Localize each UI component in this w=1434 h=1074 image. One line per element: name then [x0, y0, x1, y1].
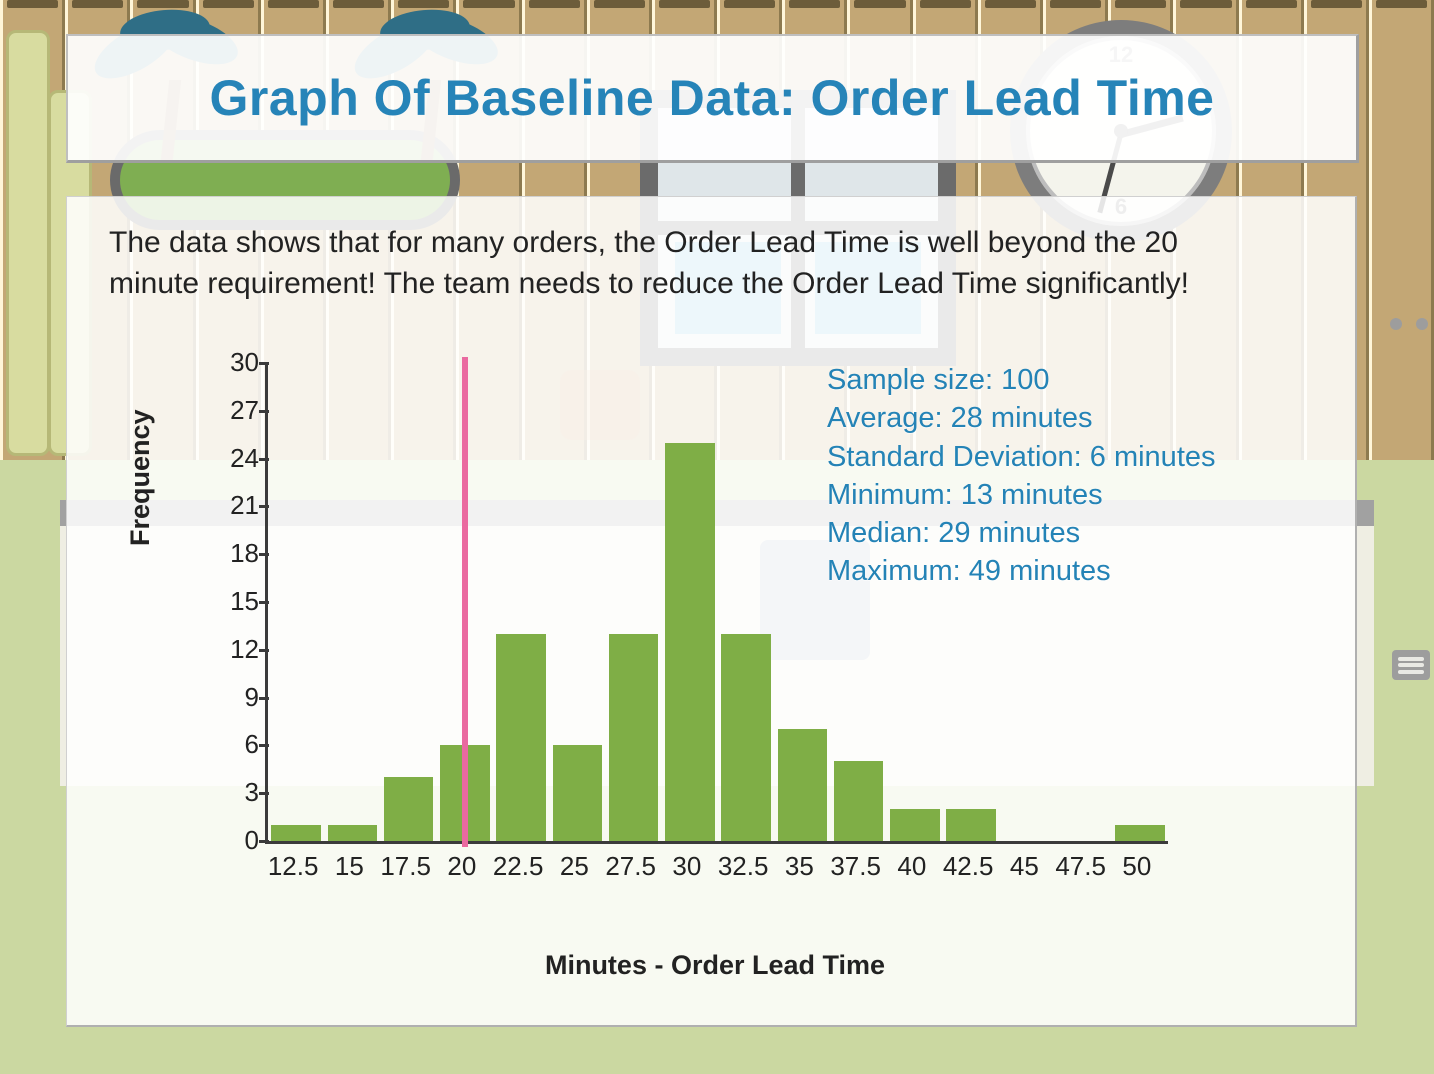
histogram-bar [665, 443, 715, 841]
y-tick-label: 0 [199, 825, 259, 856]
x-axis-label: Minutes - Order Lead Time [265, 950, 1165, 981]
x-tick-label: 47.5 [1055, 851, 1106, 882]
title-card: Graph Of Baseline Data: Order Lead Time [66, 34, 1359, 163]
x-tick-label: 40 [897, 851, 926, 882]
plot-area [265, 363, 1168, 844]
bamboo-icon [6, 30, 50, 456]
x-tick-label: 45 [1010, 851, 1039, 882]
x-tick-label: 42.5 [943, 851, 994, 882]
histogram-bar [1115, 825, 1165, 841]
y-tick-label: 18 [199, 538, 259, 569]
histogram-bar [890, 809, 940, 841]
histogram-bar [271, 825, 321, 841]
histogram-bar [721, 634, 771, 841]
y-tick-label: 27 [199, 395, 259, 426]
hamburger-icon [1392, 650, 1430, 680]
histogram-bar [496, 634, 546, 841]
x-tick-label: 35 [785, 851, 814, 882]
y-tick-label: 3 [199, 777, 259, 808]
subtitle-text: The data shows that for many orders, the… [109, 223, 1235, 304]
y-tick-label: 30 [199, 347, 259, 378]
x-tick-label: 25 [560, 851, 589, 882]
x-tick-label: 50 [1122, 851, 1151, 882]
x-tick-label: 15 [335, 851, 364, 882]
page-title: Graph Of Baseline Data: Order Lead Time [210, 69, 1215, 127]
y-tick-label: 9 [199, 682, 259, 713]
x-tick-label: 12.5 [268, 851, 319, 882]
histogram-bar [609, 634, 659, 841]
x-tick-label: 20 [447, 851, 476, 882]
y-tick-label: 12 [199, 634, 259, 665]
histogram-bar [834, 761, 884, 841]
x-tick-label: 37.5 [830, 851, 881, 882]
histogram-bar [778, 729, 828, 841]
histogram-bar [553, 745, 603, 841]
content-card: The data shows that for many orders, the… [66, 196, 1357, 1027]
scroll-dots-icon [1390, 318, 1428, 330]
reference-line [462, 357, 468, 847]
y-tick-label: 15 [199, 586, 259, 617]
y-tick-label: 21 [199, 490, 259, 521]
histogram-bar [384, 777, 434, 841]
y-tick-label: 24 [199, 443, 259, 474]
histogram-bar [946, 809, 996, 841]
x-tick-label: 17.5 [380, 851, 431, 882]
x-tick-label: 30 [672, 851, 701, 882]
stage: 12 6 Graph Of Baseline Data: Order Lead … [0, 0, 1434, 1074]
histogram-chart: Frequency Minutes - Order Lead Time 0369… [137, 351, 1187, 911]
x-tick-label: 27.5 [605, 851, 656, 882]
x-tick-label: 32.5 [718, 851, 769, 882]
y-tick-label: 6 [199, 729, 259, 760]
x-tick-label: 22.5 [493, 851, 544, 882]
y-axis-label: Frequency [125, 409, 156, 546]
histogram-bar [328, 825, 378, 841]
